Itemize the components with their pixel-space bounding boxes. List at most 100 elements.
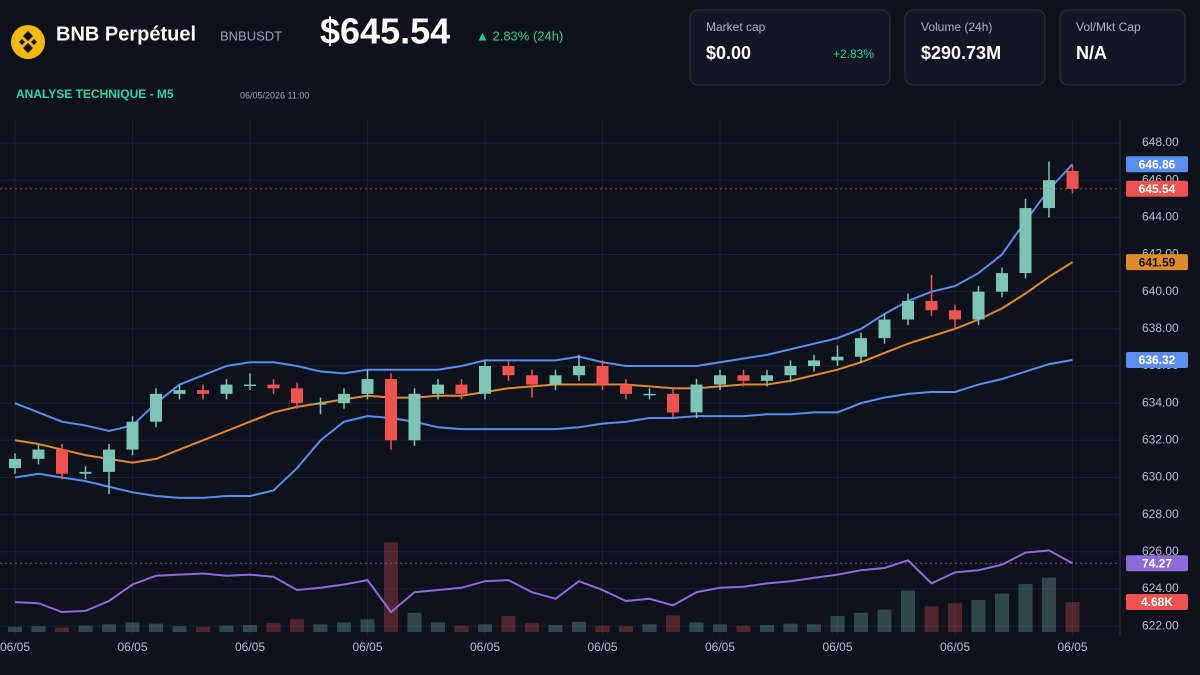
candle-body xyxy=(455,384,468,394)
card xyxy=(689,9,891,86)
volume-bar xyxy=(525,623,539,632)
volume-bar xyxy=(595,625,610,632)
x-tick-label: 06/05 xyxy=(352,640,382,654)
price: $645.54 xyxy=(320,11,450,52)
candle-body xyxy=(714,375,726,385)
volume-bar xyxy=(572,621,586,632)
price-tag xyxy=(1126,254,1188,271)
x-tick-label: 06/05 xyxy=(117,640,147,654)
volume-bar xyxy=(877,609,892,632)
volume-bar xyxy=(31,626,46,632)
volume-bar xyxy=(196,626,210,632)
candle-body xyxy=(949,310,961,320)
volume-bar xyxy=(102,624,116,632)
volume-bar xyxy=(666,615,680,632)
candle-body xyxy=(596,365,609,385)
candle-body xyxy=(808,360,820,366)
candle-body xyxy=(831,356,844,361)
candle-body xyxy=(690,384,703,413)
volume-bar xyxy=(172,626,187,632)
y-tick-label: 628.00 xyxy=(1142,507,1179,521)
volume-bar xyxy=(971,600,986,632)
candle-body xyxy=(314,403,327,405)
card-value: N/A xyxy=(1076,43,1107,63)
volume-bar xyxy=(125,622,140,632)
volume-bar xyxy=(290,619,304,632)
candle-body xyxy=(79,471,92,474)
x-tick-label: 06/05 xyxy=(0,640,30,654)
price-tag xyxy=(1126,352,1188,369)
volume-bar xyxy=(149,623,163,632)
candle-body xyxy=(925,300,938,311)
candle-body xyxy=(244,384,256,387)
indicator-line xyxy=(14,163,1074,433)
candle-body xyxy=(32,449,45,459)
price-tag-label: 4.68K xyxy=(1141,595,1173,609)
candle-body xyxy=(1019,208,1032,274)
y-tick-label: 622.00 xyxy=(1142,618,1179,632)
x-tick-label: 06/05 xyxy=(822,640,852,654)
rsi-line xyxy=(14,549,1073,614)
volume-bar xyxy=(1065,602,1080,632)
logo xyxy=(11,25,45,59)
card-value: $0.00 xyxy=(706,43,751,63)
volume-bar xyxy=(478,624,492,632)
card xyxy=(1059,9,1186,86)
asset-name: BNB Perpétuel xyxy=(56,23,196,45)
price-tag xyxy=(1126,594,1188,610)
logo-icon xyxy=(19,31,37,53)
x-tick-label: 06/05 xyxy=(470,640,500,654)
candle-body xyxy=(784,365,797,376)
volume-bar xyxy=(384,542,398,632)
y-tick-label: 626.00 xyxy=(1142,544,1179,558)
candle-body xyxy=(855,338,867,357)
candle-body xyxy=(267,384,280,389)
price-tag xyxy=(1126,156,1188,173)
volume-bar xyxy=(783,623,798,632)
volume-bar xyxy=(736,625,751,632)
price-tag xyxy=(1126,555,1188,572)
volume-bar xyxy=(266,623,281,632)
x-tick-label: 06/05 xyxy=(587,640,617,654)
candle-body xyxy=(432,384,444,394)
timestamp: 06/05/2026 11:00 xyxy=(240,90,309,100)
card-label: Volume (24h) xyxy=(921,20,992,34)
candle-body xyxy=(996,273,1008,292)
y-tick-label: 644.00 xyxy=(1142,210,1179,224)
volume-bar xyxy=(1042,577,1056,632)
price-change: ▲ 2.83% (24h) xyxy=(476,28,563,43)
price-tag-label: 645.54 xyxy=(1139,182,1176,196)
volume-bar xyxy=(619,626,633,632)
candle-body xyxy=(56,449,68,474)
volume-bar xyxy=(1018,584,1033,632)
y-tick-label: 634.00 xyxy=(1142,395,1179,409)
candle-body xyxy=(667,393,679,413)
candle-body xyxy=(761,375,773,381)
volume-bar xyxy=(78,625,93,632)
volume-bar xyxy=(901,590,915,632)
volume-bar xyxy=(830,616,845,632)
y-tick-label: 632.00 xyxy=(1142,432,1179,446)
candle-body xyxy=(878,319,891,339)
candle-body xyxy=(479,365,491,394)
candle-body xyxy=(103,449,115,472)
volume-bar xyxy=(219,625,234,632)
volume-bar xyxy=(8,626,22,632)
volume-bar xyxy=(431,622,445,632)
volume-bar xyxy=(501,616,516,632)
card-label: Vol/Mkt Cap xyxy=(1076,20,1141,34)
volume-bar xyxy=(689,622,704,632)
candle-body xyxy=(902,300,914,320)
symbol: BNBUSDT xyxy=(220,28,282,43)
card-value: $290.73M xyxy=(921,43,1001,63)
candle-body xyxy=(1066,170,1079,189)
candle-body xyxy=(573,365,585,376)
x-tick-label: 06/05 xyxy=(235,640,265,654)
candle-body xyxy=(150,393,162,422)
y-tick-label: 640.00 xyxy=(1142,284,1179,298)
candle-body xyxy=(385,378,397,441)
section-title: ANALYSE TECHNIQUE - M5 xyxy=(16,87,174,101)
volume-bar xyxy=(995,593,1009,632)
